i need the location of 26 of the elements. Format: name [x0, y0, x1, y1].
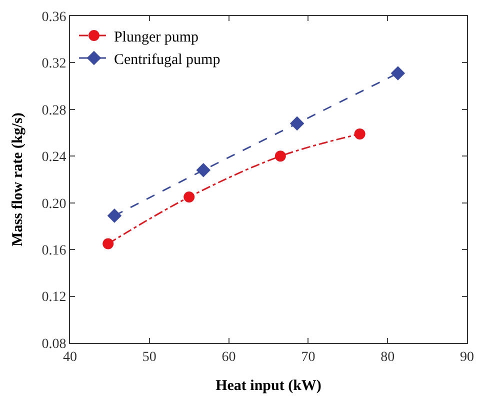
- y-tick-label: 0.36: [42, 10, 66, 25]
- y-tick-label: 0.28: [42, 103, 66, 118]
- y-axis-title: Mass flow rate (kg/s): [10, 112, 26, 246]
- point: [196, 163, 211, 178]
- point: [390, 66, 406, 80]
- y-tick-label: 0.20: [42, 196, 66, 212]
- x-tick-label: 70: [301, 350, 316, 365]
- point: [184, 192, 195, 203]
- legend-label: Centrifugal pump: [114, 52, 220, 68]
- point: [102, 238, 114, 250]
- y-tick-label: 0.24: [42, 150, 66, 166]
- point: [274, 150, 286, 162]
- point: [354, 128, 366, 140]
- point: [290, 116, 304, 131]
- x-tick-label: 80: [380, 350, 395, 365]
- legend-label: Plunger pump: [114, 29, 199, 46]
- x-tick-label: 60: [222, 350, 236, 365]
- x-axis-title: Heat input (kW): [216, 378, 322, 394]
- x-tick-label: 40: [63, 350, 77, 365]
- y-tick-label: 0.16: [42, 243, 66, 258]
- x-tick-label: 50: [142, 350, 156, 365]
- x-tick-label: 90: [460, 350, 474, 365]
- y-tick-label: 0.32: [42, 56, 66, 72]
- y-tick-label: 0.12: [42, 290, 66, 306]
- point: [107, 208, 122, 223]
- y-tick-label: 0.08: [42, 336, 66, 352]
